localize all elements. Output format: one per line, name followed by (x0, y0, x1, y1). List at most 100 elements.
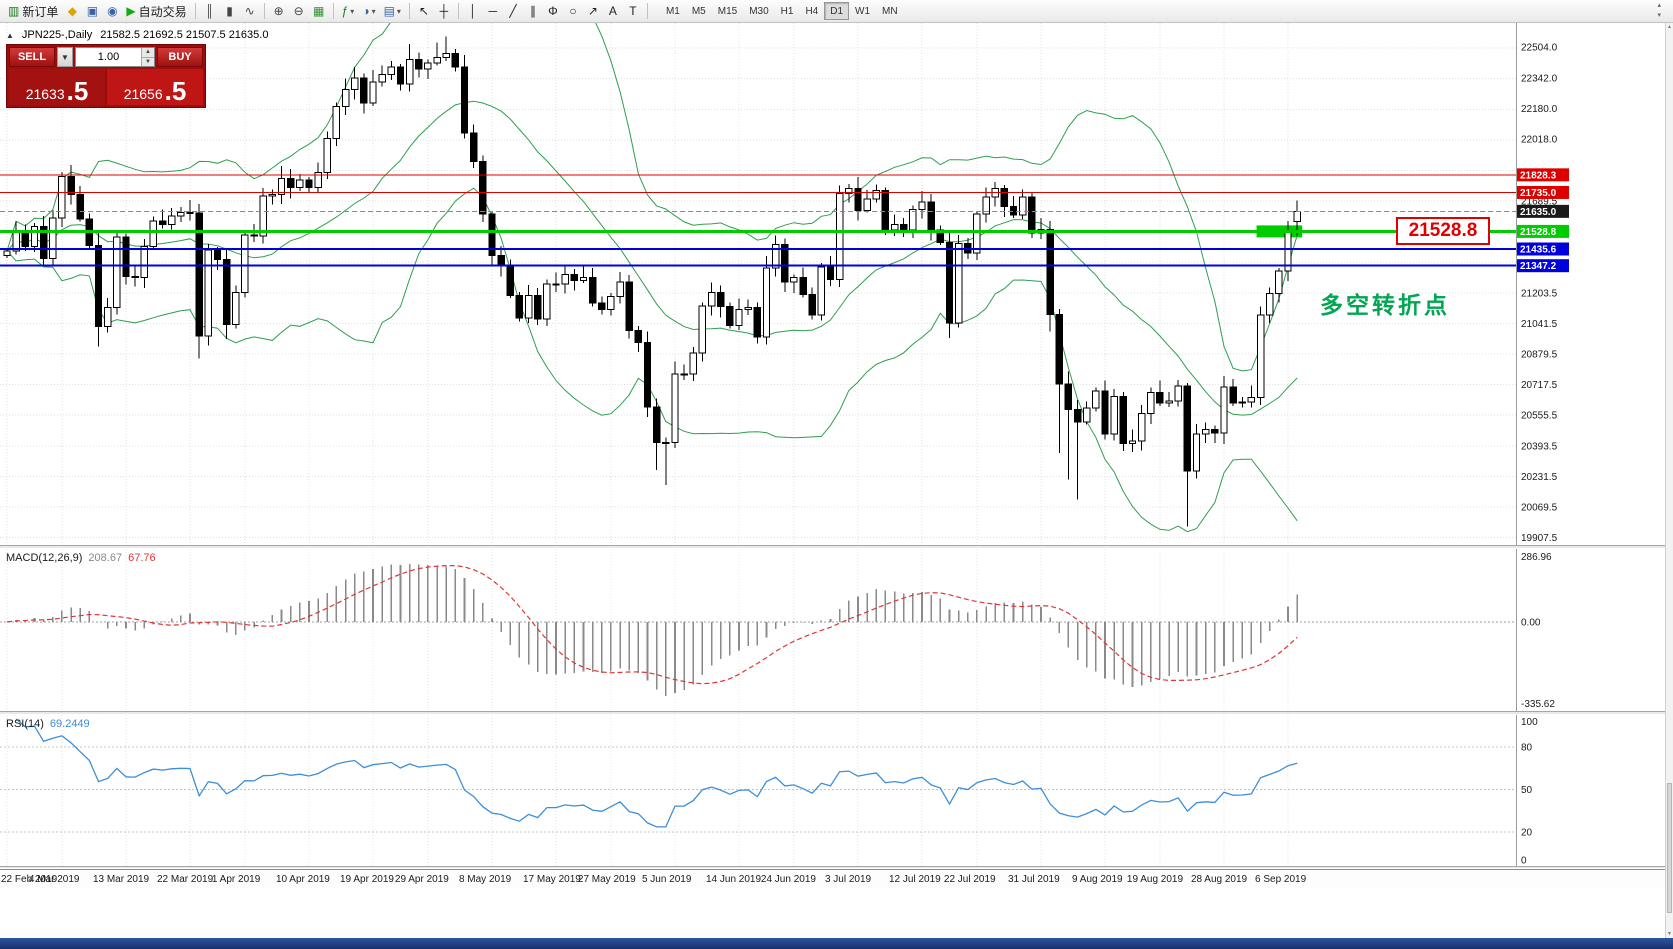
date-label: 9 Aug 2019 (1072, 874, 1123, 885)
toolbar-cursor-button[interactable]: ↖ (414, 2, 434, 21)
toolbar-fibonacci-button[interactable]: Φ (543, 2, 563, 21)
macd-name: MACD(12,26,9) (6, 552, 83, 564)
price-axis-label: 20879.5 (1521, 350, 1558, 361)
toolbar-line-chart-button[interactable]: ∿ (240, 2, 260, 21)
scroll-down-icon[interactable]: ▼ (1667, 931, 1672, 937)
date-label: 8 May 2019 (458, 874, 512, 885)
buy-button[interactable]: BUY (157, 47, 203, 67)
macd-histogram (15, 563, 1298, 697)
toolbar-vertical-line-button[interactable]: │ (463, 2, 483, 21)
date-label: 22 Feb 2019 (1, 874, 58, 885)
toolbar-overflow-button[interactable]: ▴ ▾ (1657, 1, 1661, 21)
timeframe-h1-button[interactable]: H1 (780, 5, 794, 17)
toolbar-new-order-button[interactable]: ▥ 新订单 (4, 2, 62, 21)
buy-price-button[interactable]: 21656 .5 (107, 69, 203, 105)
sell-button[interactable]: SELL (9, 47, 55, 67)
price-axis-label: 20717.5 (1521, 380, 1558, 391)
panel-splitter[interactable] (0, 866, 1673, 869)
periods-dropdown-icon: ▾ (371, 6, 376, 16)
toolbar-templates-button[interactable]: ▤ ▾ (380, 2, 405, 21)
timeframe-m15-button[interactable]: M15 (717, 5, 738, 17)
taskbar[interactable] (0, 938, 1673, 949)
timeframe-h4-button[interactable]: H4 (805, 5, 819, 17)
date-label: 31 Jul 2019 (1007, 874, 1060, 885)
toolbar-candlestick-chart-button[interactable]: ▮ (220, 2, 240, 21)
timeframe-m5-button[interactable]: M5 (691, 5, 706, 17)
profiles-icon: ▣ (86, 4, 99, 18)
price-axis-label: 22504.0 (1521, 43, 1558, 54)
toolbar-horizontal-line-button[interactable]: ─ (483, 2, 503, 21)
chart-annotation-text[interactable]: 多空转折点 (1320, 292, 1450, 318)
toolbar-shapes-button[interactable]: ○ (563, 2, 583, 21)
toolbar-tile-windows-button[interactable]: ▦ (309, 2, 329, 21)
timeframe-m1-button[interactable]: M1 (665, 5, 680, 17)
toolbar-text-button[interactable]: A (603, 2, 623, 21)
toolbar-open-chart-button[interactable]: ◆ (62, 2, 82, 21)
toolbar-trendline-button[interactable]: ╱ (503, 2, 523, 21)
panel-splitter[interactable] (0, 711, 1673, 715)
scroll-up-icon[interactable]: ▲ (1667, 24, 1672, 30)
rsi-panel: 100 80 50 20 0 (0, 715, 1538, 866)
sell-price-button[interactable]: 21633 .5 (9, 69, 105, 105)
macd-axis-label: -335.62 (1521, 699, 1555, 710)
crosshair-icon: ┼ (439, 4, 449, 18)
zoom-out-icon: ⊖ (293, 4, 304, 18)
volume-up-button[interactable]: ▲ (142, 48, 154, 58)
price-axis-label: 22342.0 (1521, 73, 1558, 84)
toolbar-zoom-out-button[interactable]: ⊖ (289, 2, 309, 21)
price-axis-label: 22180.0 (1521, 104, 1558, 115)
toolbar-equidistant-channel-button[interactable]: ∥ (523, 2, 543, 21)
date-label: 19 Apr 2019 (340, 874, 394, 885)
toolbar-crosshair-button[interactable]: ┼ (434, 2, 454, 21)
candlestick-chart-icon: ▮ (226, 4, 233, 18)
cursor-icon: ↖ (418, 4, 429, 18)
date-label: 13 Mar 2019 (92, 874, 150, 885)
date-label: 10 Apr 2019 (275, 874, 330, 885)
volume-input[interactable] (76, 48, 141, 66)
zoom-in-icon: ⊕ (273, 4, 284, 18)
rsi-axis-label: 50 (1521, 785, 1533, 796)
toolbar-zoom-in-button[interactable]: ⊕ (269, 2, 289, 21)
tile-windows-icon: ▦ (312, 4, 325, 18)
date-label: 22 Mar 2019 (157, 874, 214, 885)
toolbar-indicators-button[interactable]: ƒ ▾ (338, 2, 359, 21)
equidistant-channel-icon: ∥ (529, 4, 536, 18)
volume-dropdown-button[interactable]: ▼ (57, 47, 73, 67)
overflow-up-icon: ▴ (1657, 2, 1661, 9)
periods-icon: ◑ (362, 4, 370, 18)
date-label: 28 Aug 2019 (1190, 874, 1248, 885)
vertical-scrollbar[interactable]: ▲ ▼ (1665, 23, 1673, 938)
rsi-value: 69.2449 (49, 718, 90, 730)
timeframe-d1-button[interactable]: D1 (824, 2, 850, 20)
toolbar-arrows-button[interactable]: ↗ (583, 2, 603, 21)
toolbar-data-window-button[interactable]: ◉ (102, 2, 122, 21)
price-tag (1517, 259, 1569, 273)
rsi-label: RSI(14) 69.2449 (6, 718, 96, 730)
volume-down-button[interactable]: ▼ (142, 57, 154, 66)
price-tag-label: 21528.8 (1520, 227, 1557, 238)
price-callout-box[interactable]: 21528.8 (1396, 217, 1490, 245)
timeframe-w1-button[interactable]: W1 (855, 5, 871, 17)
one-click-trading-panel: SELL ▼ ▲ ▼ BUY 21633 .5 21656 .5 (6, 44, 206, 108)
templates-icon: ▤ (383, 4, 395, 18)
toolbar-periods-button[interactable]: ◑ ▾ (358, 2, 379, 21)
toolbar-profiles-button[interactable]: ▣ (82, 2, 102, 21)
candlestick-series (3, 36, 1301, 527)
trade-panel-collapse-icon[interactable]: ▲ (6, 30, 14, 40)
timeframe-mn-button[interactable]: MN (882, 5, 898, 17)
toolbar-auto-trading-button[interactable]: ▶ 自动交易 (122, 2, 190, 21)
date-label: 22 Jul 2019 (943, 874, 996, 885)
toolbar-bar-chart-button[interactable]: ║ (200, 2, 220, 21)
timeframe-m30-button[interactable]: M30 (749, 5, 769, 17)
price-tag (1517, 185, 1569, 199)
panel-splitter[interactable] (0, 545, 1673, 549)
price-axis-label: 21203.5 (1521, 288, 1558, 299)
time-axis: 22 Feb 2019 4 Mar 2019 13 Mar 2019 22 Mar 2… (0, 869, 1673, 889)
date-label: 14 Jun 2019 (706, 874, 762, 885)
toolbar-text-label-button[interactable]: T (623, 2, 643, 21)
price-tag-label: 21828.3 (1520, 170, 1557, 181)
macd-signal-value: 67.76 (128, 552, 156, 564)
chart-info-line: ▲ JPN225-,Daily 21582.5 21692.5 21507.5 … (6, 29, 268, 41)
scrollbar-thumb[interactable] (1667, 783, 1672, 913)
price-axis-label: 20231.5 (1521, 472, 1558, 483)
